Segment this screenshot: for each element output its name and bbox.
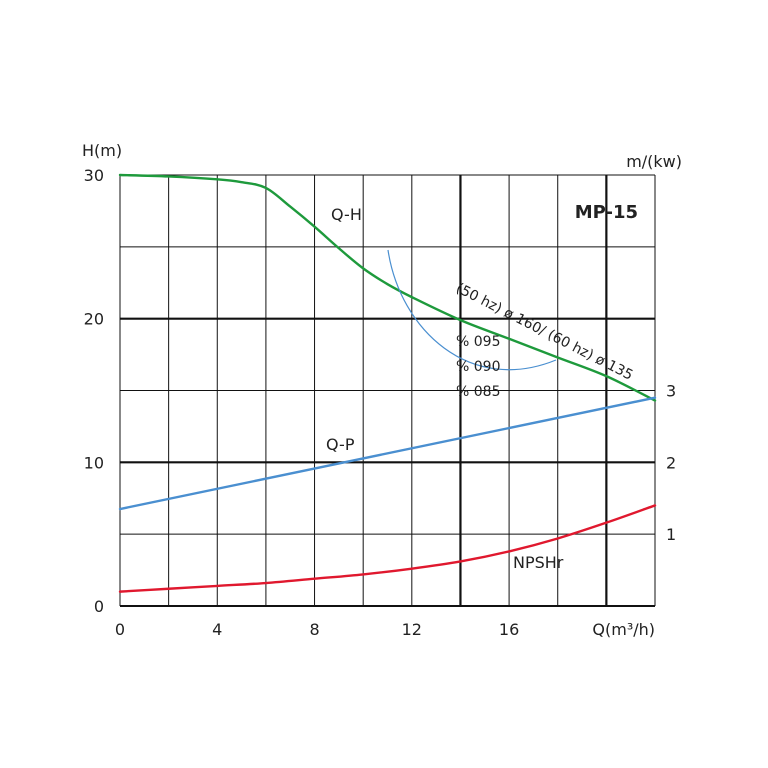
- y-right-tick-label: 1: [666, 525, 676, 544]
- x-tick-label: 4: [212, 620, 222, 639]
- y-right-tick-label: 2: [666, 453, 676, 472]
- y-right-tick-label: 3: [666, 382, 676, 401]
- series-label-qh: Q-H: [331, 205, 362, 224]
- y-left-tick-label: 20: [84, 310, 104, 329]
- curves: [118, 173, 657, 593]
- grid: [119, 174, 656, 607]
- y-left-tick-label: 30: [84, 166, 104, 185]
- efficiency-arc: [387, 249, 557, 371]
- x-tick-label: 12: [402, 620, 422, 639]
- y-left-tick-label: 0: [94, 597, 104, 616]
- series-label-npshr: NPSHr: [513, 553, 564, 572]
- series-label-qp: Q-P: [326, 435, 355, 454]
- x-tick-label: 0: [115, 620, 125, 639]
- series-qh-line: [118, 173, 657, 402]
- series-qp-line: [118, 396, 657, 511]
- x-tick-label: 8: [309, 620, 319, 639]
- y-right-axis-label: m/(kw): [626, 152, 682, 171]
- x-tick-label: 16: [499, 620, 519, 639]
- x-axis-label: Q(m³/h): [592, 620, 655, 639]
- efficiency-label-090: % 090: [456, 359, 500, 375]
- chart-title: MP-15: [575, 202, 638, 223]
- efficiency-label-085: % 085: [456, 384, 500, 400]
- series-npshr-line: [118, 504, 657, 593]
- y-left-tick-label: 10: [84, 453, 104, 472]
- efficiency-label-095: % 095: [456, 334, 500, 350]
- y-left-axis-label: H(m): [82, 141, 122, 160]
